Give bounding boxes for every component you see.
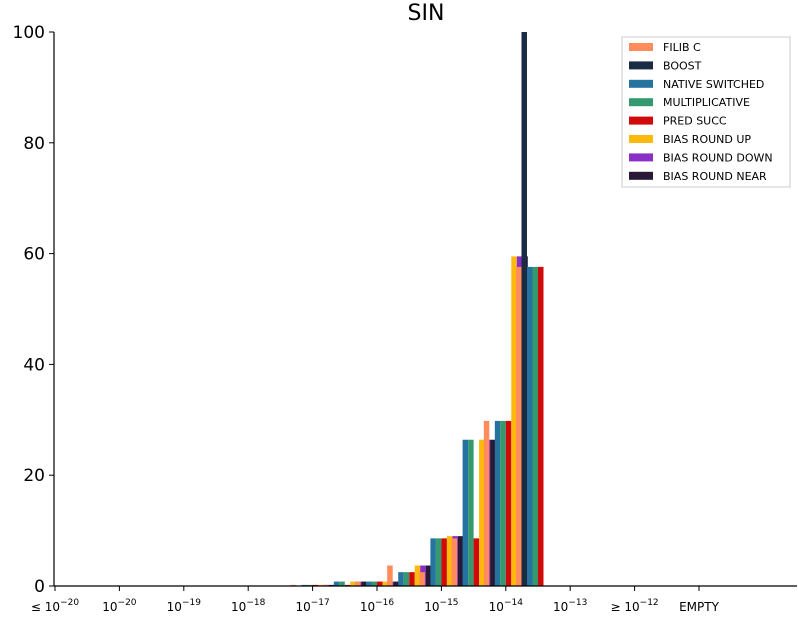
legend-swatch	[629, 153, 653, 162]
legend-swatch	[629, 61, 653, 70]
bar-bias-round-up-group-5	[479, 439, 485, 586]
legend-swatch	[629, 135, 653, 143]
x-tick-label: EMPTY	[679, 600, 720, 614]
bar-bias-round-up-group-4	[446, 536, 453, 586]
bar-bias-round-up-group-6	[511, 256, 517, 586]
legend-swatch	[629, 43, 653, 51]
legend-label: BIAS ROUND DOWN	[663, 151, 773, 164]
y-tick-label: 80	[23, 134, 45, 154]
bar-pred-succ-group-6	[505, 420, 512, 586]
bar-pred-succ-group-5	[473, 538, 480, 586]
y-tick-label: 100	[13, 23, 45, 43]
y-tick-label: 60	[23, 245, 45, 265]
x-tick-label: 10−15	[424, 598, 458, 614]
bar-native-switched-group-5	[462, 439, 469, 586]
y-tick-label: 0	[34, 577, 45, 597]
bar-bias-round-near-group-2	[393, 581, 399, 586]
legend: FILIB C BOOST NATIVE SWITCHED MULTIPLICATIV…	[621, 36, 791, 188]
y-tick-label: 20	[23, 466, 45, 486]
bar-bias-round-up-group-2	[382, 581, 388, 586]
x-tick-label: 10−20	[102, 598, 137, 614]
bar-multiplicative-group-3	[403, 572, 410, 586]
bar-multiplicative-group-4	[435, 538, 442, 586]
bar-bias-round-up-group-3	[414, 565, 421, 586]
bar-native-switched-group-2	[366, 581, 372, 586]
bar-filib-c-group-2	[355, 581, 361, 586]
bar-bias-round-near-group-3	[425, 565, 432, 586]
legend-label: NATIVE SWITCHED	[663, 78, 764, 91]
legend-label: MULTIPLICATIVE	[663, 96, 750, 109]
x-tick-label: 10−19	[167, 598, 202, 614]
bar-bias-round-up-group-1	[350, 581, 356, 586]
bar-pred-succ-group-3	[409, 572, 415, 586]
bar-multiplicative-group-1	[339, 581, 345, 586]
legend-label: BIAS ROUND NEAR	[663, 170, 767, 183]
bar-multiplicative-group-2	[371, 581, 377, 586]
bar-native-switched-group-3	[398, 572, 404, 586]
bar-filib-c-group-5	[451, 538, 458, 586]
bars-layer	[290, 32, 544, 586]
bar-filib-c-group-7	[516, 266, 522, 586]
legend-label: FILIB C	[663, 41, 701, 54]
bar-native-switched-group-6	[494, 420, 501, 586]
bar-multiplicative-group-5	[468, 439, 474, 586]
bar-multiplicative-group-6	[500, 420, 506, 586]
legend-swatch	[629, 79, 653, 88]
legend-label: BIAS ROUND UP	[663, 133, 751, 146]
x-tick-label: 10−16	[360, 598, 395, 614]
x-tick-label: 10−18	[231, 598, 266, 614]
x-tick-label: ≤ 10−20	[31, 598, 79, 614]
legend-frame	[621, 36, 791, 188]
bar-filib-c-group-6	[483, 420, 490, 586]
legend-label: PRED SUCC	[663, 115, 727, 128]
bar-native-switched-group-4	[430, 538, 436, 586]
x-tick-label: ≥ 10−12	[611, 598, 659, 614]
bar-pred-succ-group-2	[377, 581, 383, 586]
legend-swatch	[629, 98, 653, 107]
x-tick-label: 10−17	[295, 598, 329, 614]
legend-swatch	[629, 116, 653, 125]
x-tick-label: 10−14	[489, 598, 524, 614]
legend-label: BOOST	[663, 59, 702, 72]
x-tick-label: 10−13	[553, 598, 587, 614]
bar-pred-succ-group-4	[441, 538, 447, 586]
bar-filib-c-group-3	[387, 565, 393, 586]
chart-title: SIN	[408, 1, 445, 26]
legend-swatch	[629, 171, 653, 180]
axes-layer: 0 20 40 60 80 100 ≤ 10−20 10−20 10−19 10−18 10−17 1…	[13, 23, 797, 614]
bar-native-switched-group-7	[527, 266, 533, 586]
bar-bias-round-near-group-4	[457, 536, 464, 586]
bar-pred-succ-group-7	[538, 266, 544, 586]
y-tick-label: 40	[23, 355, 45, 375]
bar-bias-round-near-group-1	[361, 581, 367, 586]
bar-multiplicative-group-7	[532, 266, 538, 586]
bar-bias-round-near-group-5	[490, 439, 496, 586]
bar-native-switched-group-1	[333, 581, 340, 586]
bar-boost-group-7	[521, 32, 527, 586]
bar-filib-c-group-4	[419, 572, 425, 586]
